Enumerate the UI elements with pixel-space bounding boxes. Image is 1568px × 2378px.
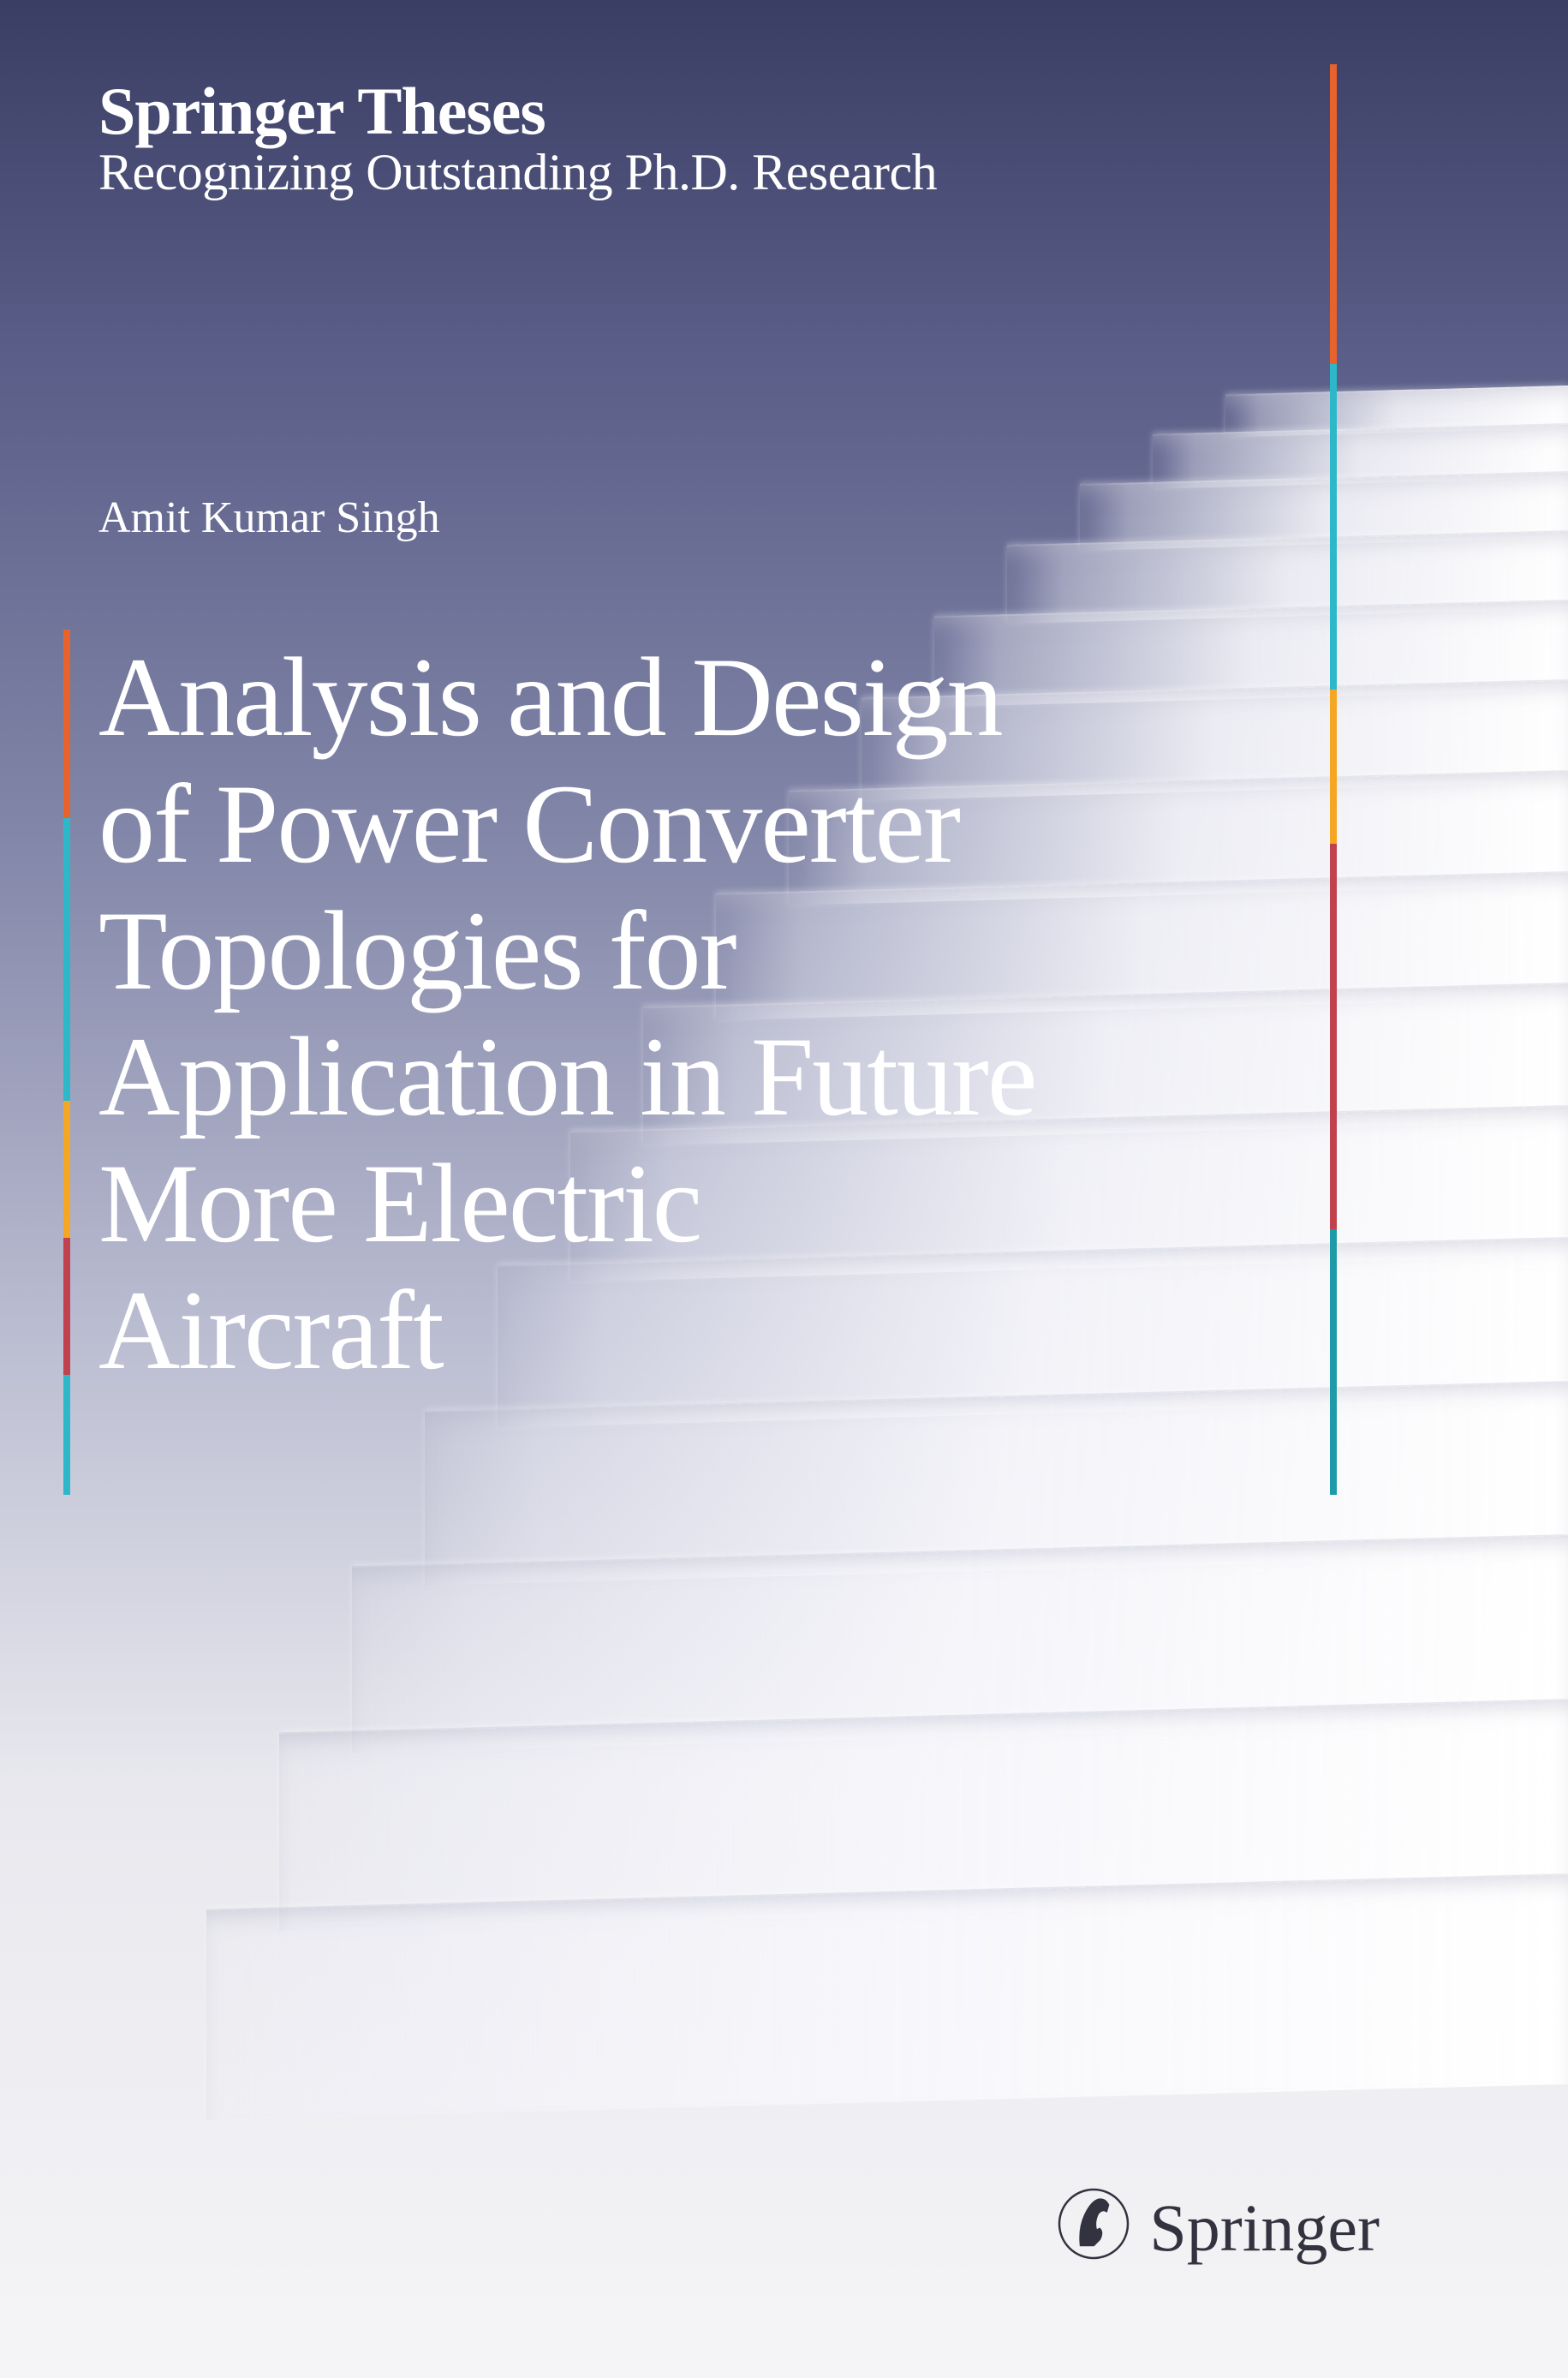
title-block: Analysis and Design of Power Converter T… (98, 634, 1040, 1394)
author-name: Amit Kumar Singh (98, 493, 440, 543)
book-title: Analysis and Design of Power Converter T… (98, 634, 1040, 1394)
publisher-block: Springer (1055, 2181, 1380, 2275)
publisher-name: Springer (1149, 2190, 1380, 2267)
series-tagline: Recognizing Outstanding Ph.D. Research (98, 143, 937, 202)
series-header: Springer Theses Recognizing Outstanding … (98, 73, 937, 202)
series-name: Springer Theses (98, 73, 937, 150)
springer-horse-icon (1055, 2181, 1132, 2275)
right-color-rule (1330, 64, 1337, 1495)
left-color-rule (63, 630, 70, 1495)
